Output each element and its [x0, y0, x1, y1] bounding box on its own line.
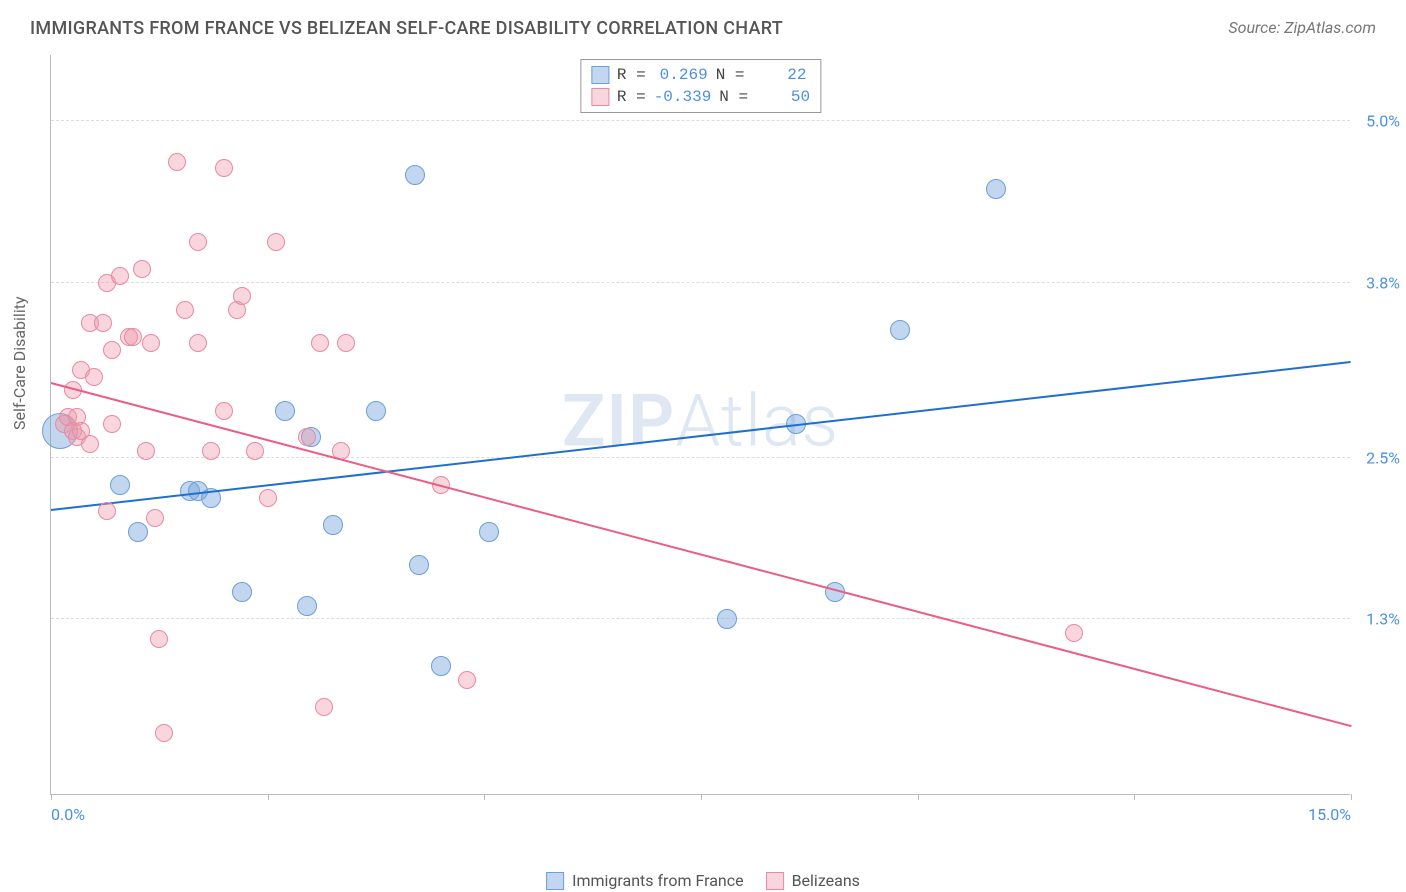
x-tick-mark [1351, 794, 1352, 800]
swatch-belizeans-bottom [766, 872, 784, 890]
data-point [315, 698, 333, 716]
gridline [51, 120, 1350, 121]
data-point [275, 401, 295, 421]
data-point [409, 555, 429, 575]
data-point [431, 656, 451, 676]
data-point [215, 159, 233, 177]
swatch-belizeans [591, 88, 609, 106]
legend-row-france: R = 0.269 N = 22 [591, 64, 810, 86]
data-point [124, 328, 142, 346]
data-point [128, 522, 148, 542]
data-point [142, 334, 160, 352]
data-point [246, 442, 264, 460]
data-point [155, 724, 173, 742]
data-point [94, 314, 112, 332]
data-point [110, 475, 130, 495]
data-point [232, 582, 252, 602]
data-point [98, 502, 116, 520]
x-tick-label: 0.0% [51, 805, 85, 824]
data-point [85, 368, 103, 386]
series-legend: Immigrants from France Belizeans [546, 871, 860, 890]
y-tick-label: 5.0% [1366, 112, 1400, 131]
data-point [717, 609, 737, 629]
data-point [233, 287, 251, 305]
data-point [111, 267, 129, 285]
data-point [311, 334, 329, 352]
legend-row-belizeans: R = -0.339 N = 50 [591, 86, 810, 108]
header: IMMIGRANTS FROM FRANCE VS BELIZEAN SELF-… [0, 0, 1406, 49]
data-point [81, 435, 99, 453]
data-point [150, 630, 168, 648]
data-point [133, 260, 151, 278]
data-point [103, 341, 121, 359]
data-point [405, 165, 425, 185]
trend-line [51, 382, 1351, 727]
gridline [51, 282, 1350, 283]
data-point [103, 415, 121, 433]
y-tick-label: 1.3% [1366, 610, 1400, 629]
data-point [202, 442, 220, 460]
data-point [458, 671, 476, 689]
data-point [337, 334, 355, 352]
data-point [146, 509, 164, 527]
x-tick-label: 15.0% [1308, 805, 1351, 824]
data-point [890, 320, 910, 340]
x-tick-mark [1134, 794, 1135, 800]
y-tick-label: 3.8% [1366, 273, 1400, 292]
y-axis-label: Self-Care Disability [10, 296, 29, 430]
trend-line [51, 361, 1351, 511]
x-tick-mark [484, 794, 485, 800]
source-label: Source: ZipAtlas.com [1228, 18, 1376, 37]
data-point [479, 522, 499, 542]
data-point [259, 489, 277, 507]
data-point [189, 233, 207, 251]
legend-item-france: Immigrants from France [546, 871, 744, 890]
data-point [137, 442, 155, 460]
chart-area: ZIPAtlas R = 0.269 N = 22 R = -0.339 N =… [50, 55, 1350, 795]
y-tick-label: 2.5% [1366, 448, 1400, 467]
data-point [215, 402, 233, 420]
legend-label: Immigrants from France [572, 871, 744, 890]
data-point [986, 179, 1006, 199]
data-point [189, 334, 207, 352]
chart-title: IMMIGRANTS FROM FRANCE VS BELIZEAN SELF-… [30, 18, 783, 39]
swatch-france [591, 66, 609, 84]
gridline [51, 618, 1350, 619]
data-point [1065, 624, 1083, 642]
data-point [267, 233, 285, 251]
x-tick-mark [701, 794, 702, 800]
correlation-legend: R = 0.269 N = 22 R = -0.339 N = 50 [580, 59, 821, 113]
data-point [168, 153, 186, 171]
x-tick-mark [918, 794, 919, 800]
legend-item-belizeans: Belizeans [766, 871, 860, 890]
swatch-france-bottom [546, 872, 564, 890]
data-point [298, 428, 316, 446]
data-point [297, 596, 317, 616]
data-point [323, 515, 343, 535]
data-point [176, 301, 194, 319]
x-tick-mark [268, 794, 269, 800]
legend-label: Belizeans [792, 871, 860, 890]
data-point [366, 401, 386, 421]
gridline [51, 457, 1350, 458]
x-tick-mark [51, 794, 52, 800]
